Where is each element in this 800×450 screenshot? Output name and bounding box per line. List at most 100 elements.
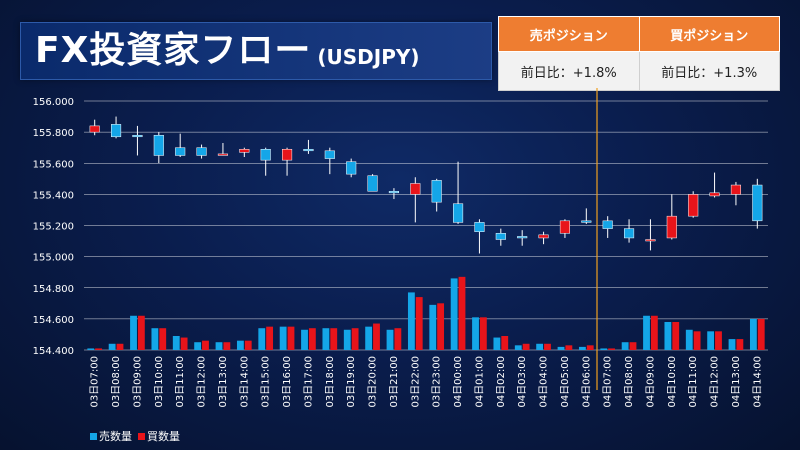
x-tick-label: 04日02:00: [496, 356, 507, 408]
sell-volume-bar: [343, 329, 351, 350]
x-tick-label: 04日12:00: [710, 356, 721, 408]
candle-body: [324, 150, 335, 159]
candle-body: [495, 233, 506, 240]
candle-body: [752, 184, 763, 222]
x-tick-label: 03日17:00: [303, 356, 314, 408]
buy-volume-bar: [202, 340, 209, 350]
buy-volume-bar: [736, 339, 744, 350]
candle-body: [89, 125, 100, 133]
sell-volume-bar: [493, 337, 501, 350]
legend-item-sell: 売数量: [90, 428, 132, 444]
candle-body: [153, 134, 164, 156]
candle-body: [111, 124, 122, 138]
sell-volume-bar: [557, 346, 565, 350]
sell-volume-bar: [578, 346, 586, 350]
x-tick-label: 03日10:00: [154, 356, 165, 408]
candle-body: [239, 148, 250, 153]
buy-volume-bar: [180, 337, 188, 350]
sell-volume-bar: [472, 317, 479, 350]
legend-label-sell: 売数量: [99, 430, 132, 443]
candle-body: [132, 134, 143, 138]
sell-volume-bar: [600, 348, 608, 350]
sell-volume-bar: [130, 315, 137, 350]
x-tick-label: 03日13:00: [218, 356, 229, 408]
candle-body: [559, 220, 570, 234]
sell-volume-bar: [194, 342, 202, 350]
y-tick-label: 154.600: [33, 315, 74, 326]
y-tick-label: 155.800: [33, 128, 74, 139]
x-tick-label: 04日03:00: [517, 356, 528, 408]
y-tick-label: 155.400: [33, 190, 74, 201]
x-tick-label: 04日05:00: [560, 356, 571, 408]
sell-volume-bar: [664, 321, 672, 350]
buy-volume-bar: [544, 343, 551, 350]
page-title: FX投資家フロー: [35, 30, 312, 71]
candle-body: [517, 236, 528, 239]
buy-volume-bar: [137, 315, 145, 350]
candle-body: [346, 161, 357, 175]
candle-body: [538, 234, 549, 239]
buy-volume-bar: [373, 323, 380, 350]
candle-body: [602, 220, 613, 229]
sell-position-header: 売ポジション: [498, 16, 640, 52]
buy-volume-bar: [693, 331, 701, 350]
x-tick-label: 04日13:00: [731, 356, 742, 408]
buy-volume-bar: [522, 343, 530, 350]
sell-volume-bar: [621, 342, 629, 350]
sell-volume-bar: [258, 328, 266, 350]
sell-volume-bar: [514, 345, 522, 350]
buy-volume-bar: [95, 348, 103, 350]
x-tick-label: 03日12:00: [197, 356, 208, 408]
y-tick-label: 154.800: [33, 284, 74, 295]
sell-volume-bar: [365, 326, 373, 350]
y-tick-label: 156.000: [33, 97, 74, 108]
buy-volume-bar: [223, 342, 231, 350]
y-tick-label: 155.600: [33, 159, 74, 170]
sell-volume-bar: [279, 326, 287, 350]
buy-volume-bar: [266, 326, 274, 350]
x-tick-label: 03日07:00: [90, 356, 101, 408]
candle-body: [474, 222, 485, 232]
x-tick-label: 04日00:00: [453, 356, 464, 408]
sell-volume-bar: [151, 328, 159, 350]
candle-body: [217, 153, 228, 156]
y-tick-label: 155.200: [33, 222, 74, 233]
sell-volume-bar: [749, 318, 757, 350]
buy-volume-bar: [672, 321, 680, 350]
candle-body: [645, 239, 656, 242]
buy-volume-bar: [159, 328, 167, 350]
x-tick-label: 03日23:00: [432, 356, 443, 408]
x-tick-label: 04日06:00: [581, 356, 592, 408]
x-tick-label: 04日09:00: [645, 356, 656, 408]
candle-body: [196, 147, 207, 156]
candle-body: [303, 148, 314, 152]
sell-volume-bar: [429, 304, 437, 350]
sell-volume-bar: [322, 328, 330, 350]
x-tick-label: 04日01:00: [474, 356, 485, 408]
x-tick-label: 04日07:00: [603, 356, 614, 408]
buy-volume-bar: [586, 345, 594, 350]
buy-volume-bar: [415, 297, 423, 350]
candle-body: [175, 147, 186, 156]
candle-body: [666, 215, 677, 239]
buy-volume-bar: [244, 340, 252, 350]
x-tick-label: 03日11:00: [175, 356, 186, 408]
sell-volume-bar: [685, 329, 693, 350]
buy-volume-bar: [629, 342, 637, 350]
buy-volume-bar: [565, 345, 573, 350]
sell-volume-bar: [301, 329, 308, 350]
buy-volume-bar: [330, 328, 338, 350]
candle-body: [282, 148, 293, 161]
buy-volume-bar: [650, 315, 658, 350]
buy-volume-bar: [608, 348, 616, 350]
x-tick-label: 03日16:00: [282, 356, 293, 408]
x-tick-label: 04日08:00: [624, 356, 635, 408]
sell-volume-bar: [386, 329, 394, 350]
title-box: FX投資家フロー (USDJPY): [20, 22, 492, 80]
x-tick-label: 03日15:00: [261, 356, 272, 408]
candle-body: [410, 183, 421, 195]
buy-volume-bar: [715, 331, 722, 350]
sell-volume-bar: [536, 343, 544, 350]
x-tick-label: 03日22:00: [410, 356, 421, 408]
sell-volume-bar: [215, 342, 223, 350]
